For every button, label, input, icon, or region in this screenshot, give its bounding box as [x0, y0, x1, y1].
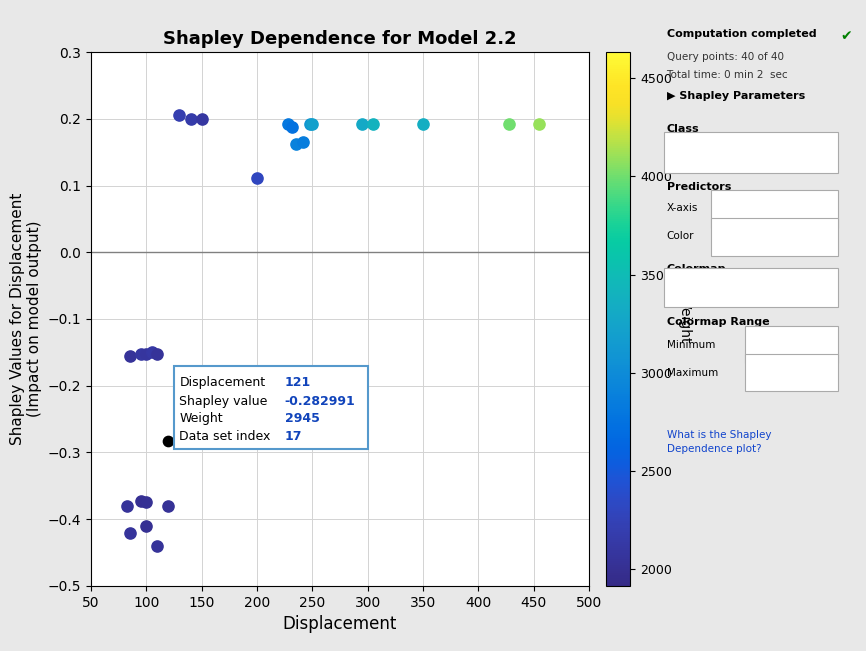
Point — [355, 119, 369, 130]
FancyBboxPatch shape — [664, 132, 838, 173]
Text: 121: 121 — [285, 376, 311, 389]
Point — [161, 501, 175, 511]
Point — [133, 349, 147, 359]
Point — [120, 501, 134, 511]
Point — [151, 540, 165, 551]
FancyBboxPatch shape — [745, 326, 838, 363]
Point — [133, 496, 147, 506]
Text: -0.282991: -0.282991 — [285, 395, 355, 408]
Text: X-axis: X-axis — [667, 203, 698, 213]
Text: Colormap: Colormap — [667, 264, 726, 273]
Point — [250, 173, 264, 183]
Point — [366, 119, 380, 130]
Text: Colormap Range: Colormap Range — [667, 317, 769, 327]
Text: Total time: 0 min 2  sec: Total time: 0 min 2 sec — [667, 70, 788, 79]
Text: ▼: ▼ — [828, 146, 836, 157]
Point — [195, 114, 209, 124]
Text: 1915: 1915 — [801, 339, 828, 350]
Point — [303, 119, 317, 130]
Text: Weight: Weight — [721, 232, 758, 242]
Title: Shapley Dependence for Model 2.2: Shapley Dependence for Model 2.2 — [163, 30, 517, 48]
Text: Computation completed: Computation completed — [667, 29, 816, 39]
Point — [145, 347, 158, 357]
Point — [532, 119, 546, 130]
Text: Minimum: Minimum — [667, 340, 715, 350]
FancyBboxPatch shape — [711, 218, 838, 256]
Text: ▼: ▼ — [828, 204, 836, 214]
Text: Displacement: Displacement — [179, 376, 266, 389]
Text: Data set index: Data set index — [179, 430, 271, 443]
Point — [288, 139, 302, 149]
X-axis label: Displacement: Displacement — [282, 615, 397, 633]
Point — [139, 348, 153, 359]
Text: What is the Shapley
Dependence plot?: What is the Shapley Dependence plot? — [667, 430, 771, 454]
Text: 17: 17 — [285, 430, 302, 443]
Text: 4633: 4633 — [801, 367, 828, 378]
Point — [306, 119, 320, 130]
Text: ▼: ▼ — [828, 283, 836, 293]
Point — [286, 122, 300, 132]
Text: ✔: ✔ — [841, 29, 852, 44]
Point — [161, 436, 175, 447]
Y-axis label: Weight: Weight — [677, 295, 691, 343]
Text: Class: Class — [667, 124, 699, 133]
Point — [123, 527, 137, 538]
Text: 2945: 2945 — [285, 413, 320, 425]
FancyBboxPatch shape — [745, 354, 838, 391]
Text: ▶ Shapley Parameters: ▶ Shapley Parameters — [667, 91, 805, 101]
Point — [184, 114, 197, 124]
Text: Displacement: Displacement — [721, 204, 793, 214]
Point — [502, 119, 516, 130]
Text: Parula: Parula — [679, 283, 712, 293]
Text: Maximum: Maximum — [667, 368, 718, 378]
Point — [296, 137, 310, 147]
Point — [172, 110, 186, 120]
Text: Predictors: Predictors — [667, 182, 731, 192]
Text: USA: USA — [679, 146, 701, 157]
Point — [139, 497, 153, 508]
FancyBboxPatch shape — [711, 190, 838, 228]
Point — [123, 350, 137, 361]
Point — [139, 521, 153, 531]
Point — [281, 119, 294, 130]
FancyBboxPatch shape — [664, 268, 838, 307]
Text: Color: Color — [667, 231, 694, 241]
Text: Query points: 40 of 40: Query points: 40 of 40 — [667, 52, 784, 62]
FancyBboxPatch shape — [174, 366, 367, 449]
Text: Weight: Weight — [179, 413, 223, 425]
Text: ▼: ▼ — [828, 232, 836, 242]
Point — [416, 119, 430, 130]
Point — [151, 348, 165, 359]
Text: Shapley value: Shapley value — [179, 395, 268, 408]
Y-axis label: Shapley Values for Displacement
(Impact on model output): Shapley Values for Displacement (Impact … — [10, 193, 42, 445]
